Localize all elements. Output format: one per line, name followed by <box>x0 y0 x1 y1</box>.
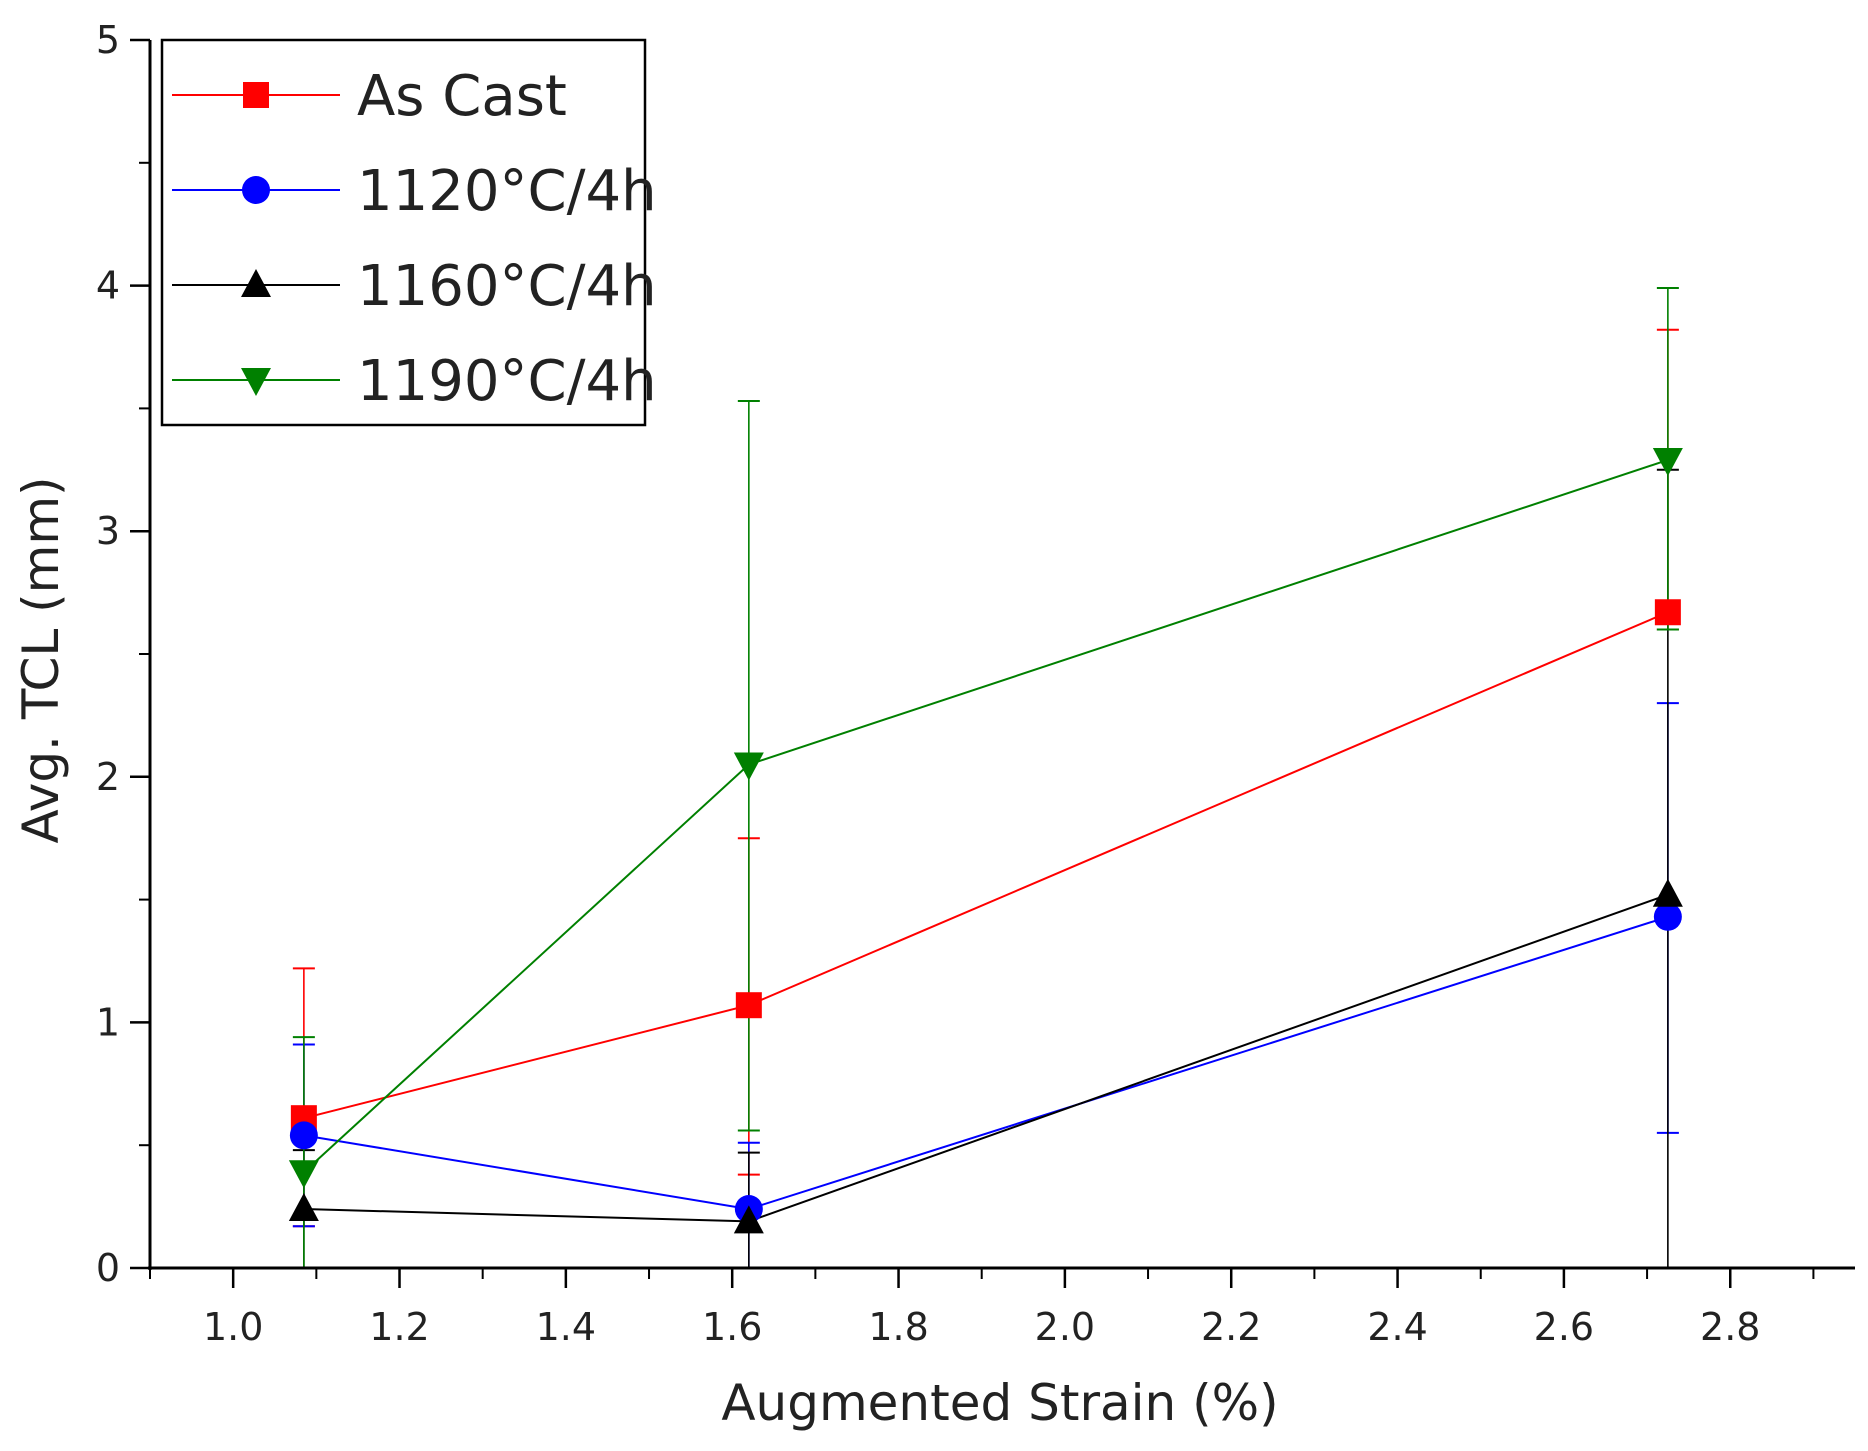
x-tick-label: 1.4 <box>536 1305 596 1349</box>
legend-marker-as-cast <box>243 82 269 108</box>
series-line-1120-c-4h <box>303 915 1669 1211</box>
x-tick-label: 1.8 <box>868 1305 928 1349</box>
data-point-1160-c-4h <box>1652 878 1683 907</box>
data-point-1120-c-4h <box>1653 902 1682 931</box>
data-point-1190-c-4h <box>733 752 764 781</box>
legend-label-as-cast: As Cast <box>357 64 567 129</box>
series-line-as-cast <box>303 611 1669 1120</box>
y-axis-title: Avg. TCL (mm) <box>12 476 70 843</box>
y-tick-label: 0 <box>96 1246 120 1290</box>
error-bars <box>292 287 1679 1269</box>
x-tick-label: 2.2 <box>1201 1305 1261 1349</box>
data-point-as-cast <box>1654 599 1681 626</box>
y-tick-label: 2 <box>96 755 120 799</box>
plot-area <box>288 287 1683 1269</box>
data-point-1190-c-4h <box>288 1160 319 1189</box>
legend-label-1190-c-4h: 1190°C/4h <box>357 349 657 414</box>
data-point-as-cast <box>735 992 762 1019</box>
x-axis-ticks: 1.0 1.2 1.4 1.6 1.8 2.0 2.2 2.4 2.6 2.8 <box>149 1268 1815 1349</box>
x-tick-label: 2.8 <box>1700 1305 1760 1349</box>
y-tick-label: 3 <box>96 509 120 553</box>
legend-marker-1160-c-4h <box>241 269 271 297</box>
y-tick-label: 1 <box>96 1000 120 1044</box>
x-tick-label: 1.0 <box>203 1305 263 1349</box>
legend-label-1160-c-4h: 1160°C/4h <box>357 254 657 319</box>
x-tick-label: 1.2 <box>369 1305 429 1349</box>
data-point-1120-c-4h <box>289 1121 318 1150</box>
legend: As Cast 1120°C/4h 1160°C/4h 1190°C/4h <box>160 38 657 427</box>
series-lines <box>303 459 1669 1223</box>
x-tick-label: 2.4 <box>1367 1305 1427 1349</box>
x-tick-label: 2.0 <box>1035 1305 1095 1349</box>
legend-marker-1120-c-4h <box>242 176 270 204</box>
y-axis-ticks: 0 1 2 3 4 5 <box>96 18 150 1290</box>
data-point-1190-c-4h <box>1652 447 1683 476</box>
series-markers <box>288 447 1683 1234</box>
y-tick-label: 4 <box>96 264 120 308</box>
x-axis-title: Augmented Strain (%) <box>721 1374 1278 1432</box>
x-tick-label: 1.6 <box>702 1305 762 1349</box>
series-line-1160-c-4h <box>303 893 1669 1223</box>
data-point-1160-c-4h <box>288 1193 319 1222</box>
x-tick-label: 2.6 <box>1534 1305 1594 1349</box>
legend-label-1120-c-4h: 1120°C/4h <box>357 159 657 224</box>
legend-marker-1190-c-4h <box>241 368 271 396</box>
y-tick-label: 5 <box>96 18 120 62</box>
data-point-1160-c-4h <box>733 1205 764 1234</box>
legend-box <box>160 38 647 427</box>
